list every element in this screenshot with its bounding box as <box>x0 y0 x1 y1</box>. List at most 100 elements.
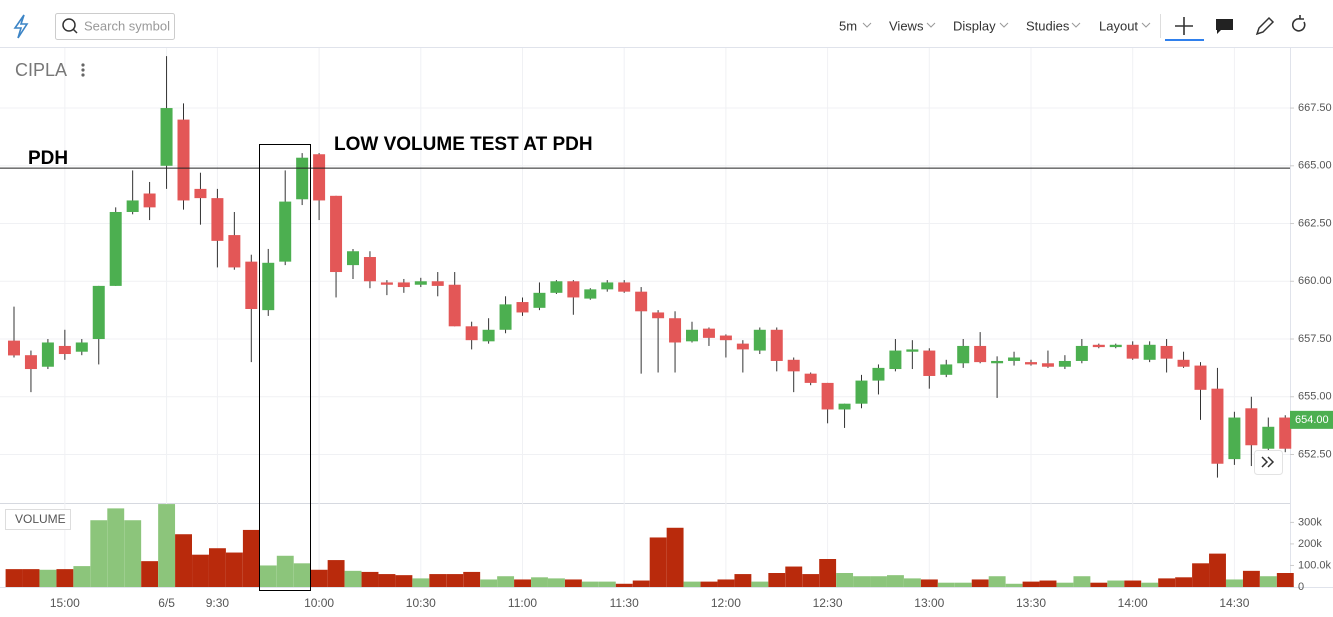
volume-bar <box>259 565 277 587</box>
volume-bar <box>5 569 23 587</box>
volume-bar <box>1226 579 1243 587</box>
menu-item[interactable]: Layout <box>1099 18 1138 33</box>
candle-body <box>584 289 597 299</box>
search-placeholder[interactable]: Search symbol <box>84 18 170 33</box>
candle-body <box>92 285 105 340</box>
candle-body <box>940 364 953 375</box>
volume-bar <box>903 578 921 587</box>
candle-body <box>296 157 309 200</box>
candle-body <box>313 154 326 201</box>
volume-bar <box>1276 573 1294 587</box>
annotation-text: LOW VOLUME TEST AT PDH <box>334 134 593 155</box>
highlight-box <box>259 144 311 591</box>
menu-chevrons <box>862 22 1151 28</box>
search-icon <box>72 28 78 34</box>
symbol-menu[interactable] <box>81 63 85 77</box>
draw-button[interactable] <box>1255 16 1275 36</box>
y-tick-label: 665.00 <box>1298 160 1332 172</box>
candle-body <box>414 281 427 285</box>
candle-body <box>262 262 275 311</box>
candle-body <box>1262 426 1275 449</box>
marks <box>0 56 1294 587</box>
candle-body <box>872 367 885 381</box>
volume-bar <box>1192 563 1209 587</box>
volume-bar <box>293 563 311 587</box>
volume-bar <box>700 581 718 587</box>
volume-bar <box>514 579 531 587</box>
candle-body <box>1126 344 1139 359</box>
candle-body <box>279 201 292 262</box>
volume-bar <box>1141 582 1159 587</box>
grid: 652.50 655.00 657.50 660.00 662.50 665.00 667.… <box>0 48 1332 610</box>
volume-bar <box>1056 582 1074 587</box>
volume-bar <box>1073 576 1091 587</box>
volume-bar <box>768 573 786 587</box>
annotation-pdh: PDH <box>28 148 68 169</box>
candle-body <box>974 345 987 363</box>
volume-bar <box>734 574 752 587</box>
y-tick-label: 660.00 <box>1298 275 1332 287</box>
volume-bar <box>666 527 684 587</box>
volume-bar <box>107 508 125 587</box>
crosshair-button[interactable] <box>1175 17 1193 35</box>
candle-body <box>1008 357 1021 361</box>
volume-bar <box>819 559 837 587</box>
x-tick-label: 12:00 <box>711 596 741 610</box>
candle-body <box>804 373 817 383</box>
volume-y-tick-label: 300k <box>1298 516 1322 528</box>
reset-button[interactable] <box>1291 15 1306 32</box>
candle-body <box>753 329 766 351</box>
volume-bar <box>175 534 192 587</box>
candle-body <box>991 360 1004 364</box>
y-tick-label: 652.50 <box>1298 448 1332 460</box>
candle-body <box>516 302 529 313</box>
candle-body <box>906 349 919 352</box>
x-tick-label: 6/5 <box>158 596 175 610</box>
x-tick-label: 14:00 <box>1118 596 1148 610</box>
volume-bar <box>39 569 57 587</box>
candle-body <box>465 326 478 341</box>
menu-item[interactable]: Views <box>889 18 924 33</box>
candle-body <box>75 342 88 352</box>
volume-bar <box>1124 580 1142 587</box>
volume-bar <box>344 570 362 587</box>
interval-menu[interactable]: 5m <box>839 18 857 33</box>
logo-icon[interactable] <box>13 14 29 39</box>
x-tick-label: 13:30 <box>1016 596 1046 610</box>
volume-bar <box>954 582 972 587</box>
volume-bar <box>1107 580 1125 587</box>
volume-bar <box>632 580 650 587</box>
volume-bar <box>937 582 955 587</box>
candle-body <box>889 350 902 370</box>
candle-body <box>126 200 139 212</box>
candle-body <box>1143 344 1156 360</box>
candle-body <box>567 281 580 298</box>
candle-body <box>177 119 190 201</box>
volume-y-tick-label: 0 <box>1298 581 1304 593</box>
menu-item[interactable]: Studies <box>1026 18 1070 33</box>
volume-bar <box>988 576 1006 587</box>
x-tick-label: 12:30 <box>813 596 843 610</box>
y-tick-label: 655.00 <box>1298 391 1332 403</box>
scroll-button[interactable] <box>1254 450 1283 475</box>
volume-bar <box>717 579 735 587</box>
candle-body <box>1058 360 1071 367</box>
candle-body <box>160 108 173 166</box>
search-box[interactable] <box>55 13 175 40</box>
volume-bar <box>870 576 887 587</box>
comment-button[interactable] <box>1216 19 1233 34</box>
volume-bar <box>920 579 938 587</box>
volume-bar <box>22 569 40 587</box>
candle-body <box>1092 344 1105 348</box>
volume-bar <box>429 574 447 587</box>
candle-body <box>787 359 800 372</box>
volume-bar <box>853 576 870 587</box>
volume-bar <box>1259 576 1277 587</box>
volume-bar <box>581 581 599 587</box>
volume-bar <box>548 578 565 587</box>
volume-bar <box>751 581 769 587</box>
menu-item[interactable]: Display <box>953 18 996 33</box>
candle-body <box>702 328 715 338</box>
last-price-marker <box>1290 410 1333 429</box>
